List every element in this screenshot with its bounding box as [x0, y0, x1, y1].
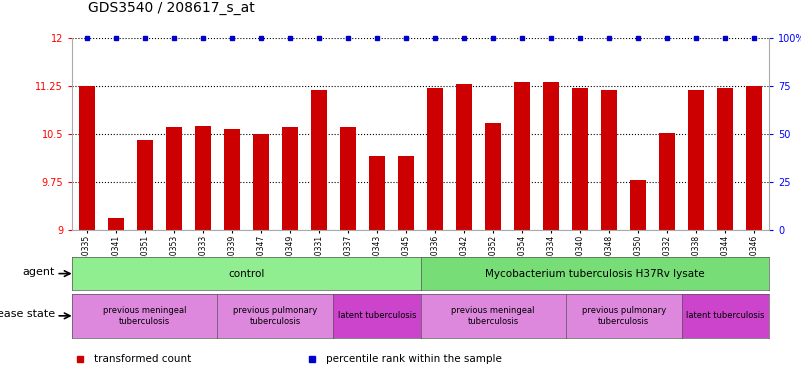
Bar: [747, 86, 763, 230]
Bar: [718, 88, 734, 230]
Bar: [166, 127, 182, 230]
Text: previous pulmonary
tuberculosis: previous pulmonary tuberculosis: [233, 306, 317, 326]
Bar: [456, 84, 472, 230]
Text: Mycobacterium tuberculosis H37Rv lysate: Mycobacterium tuberculosis H37Rv lysate: [485, 268, 705, 279]
Bar: [398, 156, 414, 230]
Bar: [78, 86, 95, 230]
Text: previous meningeal
tuberculosis: previous meningeal tuberculosis: [103, 306, 187, 326]
Bar: [340, 127, 356, 230]
Text: previous meningeal
tuberculosis: previous meningeal tuberculosis: [452, 306, 535, 326]
Text: agent: agent: [22, 267, 54, 277]
Text: disease state: disease state: [0, 309, 54, 319]
Bar: [630, 180, 646, 230]
Bar: [514, 82, 530, 230]
Bar: [659, 133, 675, 230]
Text: GDS3540 / 208617_s_at: GDS3540 / 208617_s_at: [88, 2, 255, 15]
Text: control: control: [228, 268, 264, 279]
Bar: [137, 139, 153, 230]
Text: latent tuberculosis: latent tuberculosis: [338, 311, 417, 320]
Text: transformed count: transformed count: [95, 354, 191, 364]
Bar: [223, 129, 239, 230]
Text: previous pulmonary
tuberculosis: previous pulmonary tuberculosis: [582, 306, 666, 326]
Bar: [253, 134, 269, 230]
Bar: [427, 88, 443, 230]
Bar: [485, 123, 501, 230]
Text: latent tuberculosis: latent tuberculosis: [686, 311, 765, 320]
Bar: [543, 82, 559, 230]
Bar: [311, 89, 327, 230]
Bar: [602, 89, 618, 230]
Bar: [107, 218, 123, 230]
Bar: [572, 88, 588, 230]
Bar: [282, 127, 298, 230]
Text: percentile rank within the sample: percentile rank within the sample: [326, 354, 502, 364]
Bar: [369, 156, 385, 230]
Bar: [195, 126, 211, 230]
Bar: [688, 89, 704, 230]
